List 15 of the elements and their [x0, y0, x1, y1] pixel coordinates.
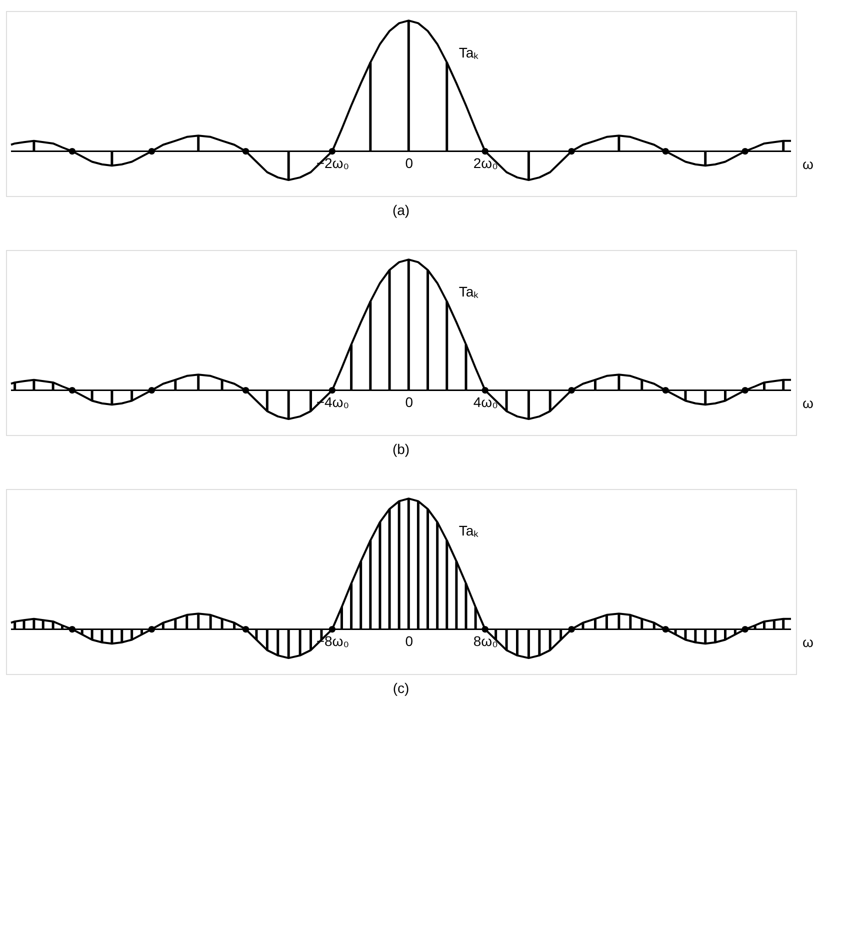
- text: (a): [392, 202, 410, 218]
- x-axis-title: ω: [802, 394, 814, 411]
- series-label: Taₖ: [458, 522, 479, 538]
- text: (b): [392, 441, 410, 457]
- x-tick-label: 2ω₀: [473, 154, 498, 171]
- x-tick-label: 8ω₀: [473, 632, 498, 649]
- x-axis-title: ω: [802, 156, 814, 172]
- series-label: Taₖ: [458, 283, 479, 300]
- x-tick-label: 0: [405, 632, 414, 649]
- x-axis-title: ω: [802, 634, 814, 650]
- x-tick-label: 0: [405, 154, 414, 171]
- x-tick-label: 4ω₀: [473, 394, 498, 410]
- text: (c): [392, 680, 410, 696]
- series-label: Taₖ: [458, 44, 479, 60]
- x-tick-label: 0: [405, 394, 414, 410]
